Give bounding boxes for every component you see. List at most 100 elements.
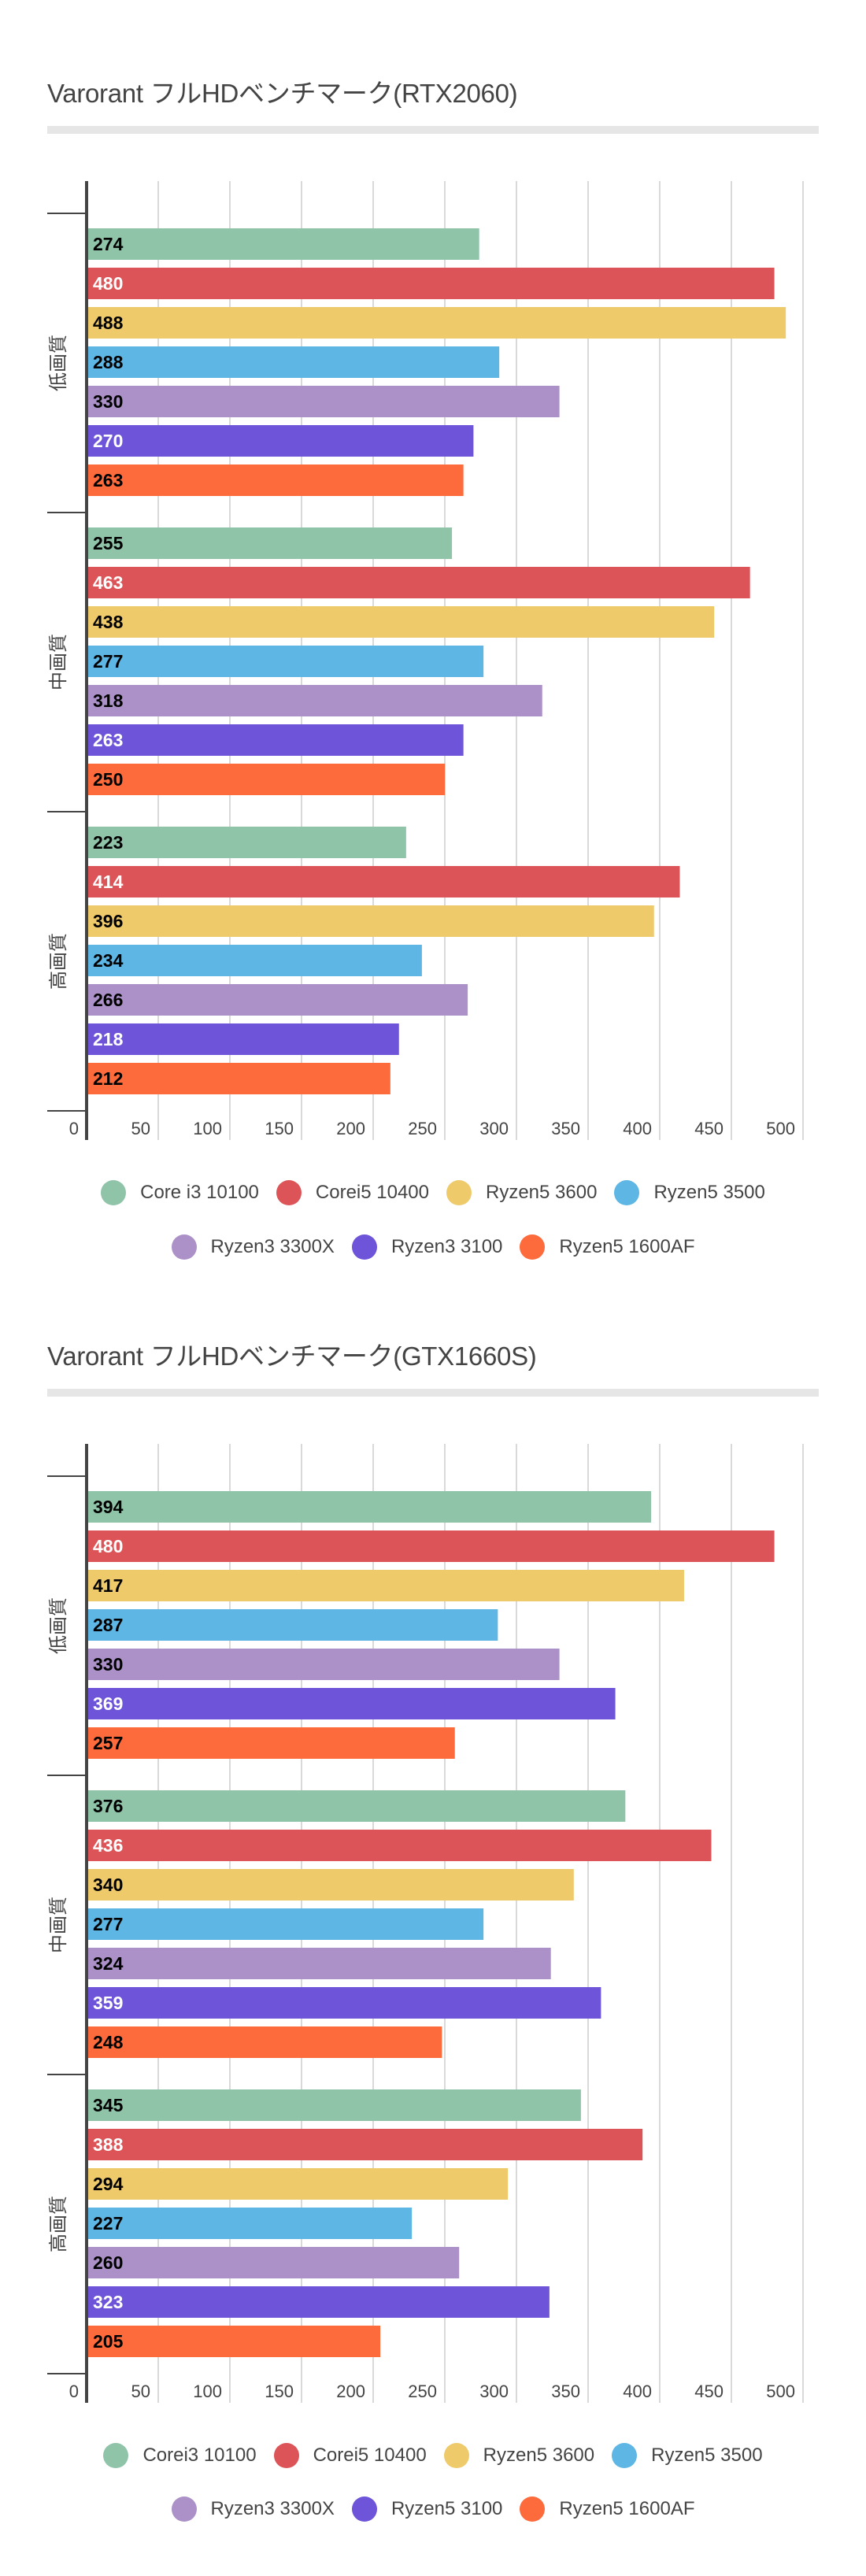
- x-tick-label: 450: [694, 1119, 724, 1138]
- x-tick-label: 50: [131, 1119, 150, 1138]
- data-label: 274: [93, 234, 124, 254]
- legend-item[interactable]: Ryzen5 3500: [614, 1180, 765, 1205]
- bar: [87, 2026, 442, 2058]
- bar: [87, 1727, 455, 1759]
- legend-swatch-icon: [520, 2496, 546, 2522]
- legend-label: Ryzen3 3300X: [210, 1236, 335, 1257]
- legend-item[interactable]: Ryzen3 3300X: [171, 1234, 335, 1260]
- legend-swatch-icon: [273, 2443, 299, 2468]
- category-label: 高画質: [48, 933, 69, 990]
- bar: [87, 1063, 390, 1094]
- legend-label: Ryzen5 1600AF: [559, 1236, 695, 1257]
- legend-label: Corei5 10400: [313, 2445, 427, 2466]
- legend-swatch-icon: [171, 2496, 197, 2522]
- legend-item[interactable]: Ryzen5 3500: [612, 2443, 763, 2468]
- x-tick-label: 350: [551, 1119, 580, 1138]
- bar: [87, 346, 500, 378]
- legend-label: Ryzen5 3500: [651, 2445, 763, 2466]
- bar: [87, 984, 468, 1016]
- data-label: 438: [93, 612, 124, 632]
- data-label: 205: [93, 2331, 124, 2352]
- category-label: 中画質: [48, 1897, 69, 1953]
- legend-item[interactable]: Ryzen3 3300X: [171, 2496, 335, 2522]
- data-label: 318: [93, 690, 124, 711]
- data-label: 376: [93, 1796, 123, 1816]
- data-label: 234: [93, 950, 124, 971]
- bar: [87, 2247, 460, 2278]
- legend-item[interactable]: Ryzen5 1600AF: [520, 1234, 695, 1260]
- legend-item[interactable]: Ryzen5 1600AF: [520, 2496, 695, 2522]
- data-label: 218: [93, 1029, 124, 1049]
- x-tick-label: 100: [193, 1119, 222, 1138]
- legend-label: Corei3 10100: [142, 2445, 257, 2466]
- x-tick-label: 500: [766, 1119, 795, 1138]
- data-label: 480: [93, 1536, 123, 1556]
- bar: [87, 606, 715, 638]
- x-tick-label: 250: [408, 2382, 437, 2401]
- legend-swatch-icon: [443, 2443, 469, 2468]
- title-divider: [47, 1389, 819, 1397]
- bar: [87, 1987, 601, 2019]
- x-tick-label: 0: [69, 1119, 79, 1138]
- legend-item[interactable]: Ryzen5 3600: [443, 2443, 595, 2468]
- bar: [87, 527, 453, 559]
- bar: [87, 2168, 509, 2200]
- legend-row-2: Ryzen3 3300X Ryzen3 3100 Ryzen5 1600AF: [0, 1234, 866, 1260]
- data-label: 255: [93, 533, 124, 553]
- legend-label: Ryzen3 3300X: [210, 2498, 335, 2519]
- bar: [87, 764, 445, 795]
- data-label: 417: [93, 1575, 123, 1596]
- legend-item[interactable]: Corei3 10100: [103, 2443, 257, 2468]
- bar: [87, 2286, 550, 2318]
- data-label: 340: [93, 1875, 123, 1895]
- bar: [87, 425, 474, 457]
- bar: [87, 1869, 574, 1901]
- bar: [87, 646, 484, 677]
- legend-item[interactable]: Corei5 10400: [273, 2443, 427, 2468]
- x-tick-label: 100: [193, 2382, 222, 2401]
- x-tick-label: 400: [623, 1119, 652, 1138]
- data-label: 250: [93, 769, 123, 790]
- data-label: 394: [93, 1497, 124, 1517]
- x-tick-label: 400: [623, 2382, 652, 2401]
- legend-swatch-icon: [351, 2496, 377, 2522]
- bar: [87, 1649, 560, 1680]
- legend-item[interactable]: Ryzen3 3100: [351, 1234, 502, 1260]
- bar: [87, 866, 680, 898]
- legend-swatch-icon: [276, 1180, 302, 1205]
- x-tick-label: 450: [694, 2382, 724, 2401]
- data-label: 330: [93, 1654, 123, 1675]
- data-label: 388: [93, 2134, 124, 2155]
- legend-label: Ryzen5 3600: [483, 2445, 595, 2466]
- data-label: 287: [93, 1615, 123, 1635]
- data-label: 260: [93, 2252, 123, 2273]
- data-label: 263: [93, 470, 123, 490]
- bar: [87, 2089, 581, 2121]
- data-label: 463: [93, 572, 123, 593]
- legend-row-1: Corei3 10100 Corei5 10400 Ryzen5 3600 Ryzen…: [0, 2443, 866, 2468]
- category-label: 中画質: [48, 634, 69, 690]
- legend-item[interactable]: Ryzen5 3600: [446, 1180, 597, 1205]
- bar: [87, 945, 422, 976]
- bar: [87, 1908, 484, 1940]
- chart-title: Varorant フルHDベンチマーク(GTX1660S): [47, 1342, 537, 1371]
- data-label: 270: [93, 431, 123, 451]
- legend-item[interactable]: Ryzen5 3100: [351, 2496, 502, 2522]
- x-tick-label: 200: [336, 1119, 365, 1138]
- data-label: 396: [93, 911, 123, 931]
- bar: [87, 1830, 712, 1861]
- legend-row-1: Core i3 10100 Corei5 10400 Ryzen5 3600 Ryze…: [0, 1180, 866, 1205]
- bar: [87, 1023, 399, 1055]
- legend-item[interactable]: Core i3 10100: [101, 1180, 259, 1205]
- data-label: 257: [93, 1733, 123, 1753]
- x-tick-label: 0: [69, 2382, 79, 2401]
- data-label: 488: [93, 313, 124, 333]
- x-tick-label: 350: [551, 2382, 580, 2401]
- data-label: 266: [93, 990, 123, 1010]
- bar: [87, 905, 654, 937]
- legend-item[interactable]: Corei5 10400: [276, 1180, 429, 1205]
- data-label: 277: [93, 1914, 123, 1934]
- legend-swatch-icon: [612, 2443, 638, 2468]
- x-tick-label: 500: [766, 2382, 795, 2401]
